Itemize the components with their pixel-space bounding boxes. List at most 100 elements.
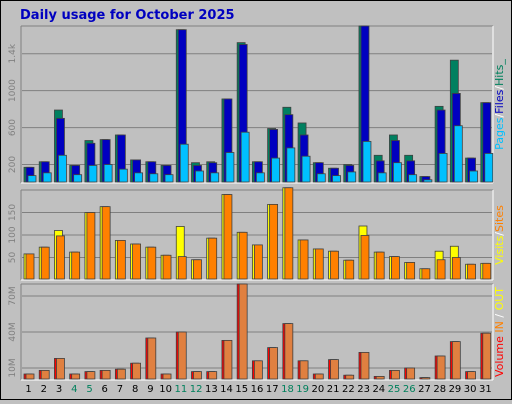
x-tick-label: 2 xyxy=(41,384,47,395)
bar-in-4 xyxy=(71,373,81,380)
bar-pages-13 xyxy=(210,172,220,183)
bar-sites-9 xyxy=(147,246,157,280)
bar-in-13 xyxy=(208,371,218,380)
bar-in-31 xyxy=(482,332,492,380)
bar-pages-22 xyxy=(347,171,357,183)
bar-pages-25 xyxy=(393,162,402,183)
bar-sites-23 xyxy=(360,235,370,280)
bar-in-8 xyxy=(132,362,141,380)
x-tick-label: 1 xyxy=(25,384,31,395)
x-tick-label: 6 xyxy=(102,384,108,395)
x-tick-label: 27 xyxy=(418,384,431,395)
legend-tail: _ xyxy=(493,59,506,66)
x-tick-label: 7 xyxy=(117,384,123,395)
bar-in-6 xyxy=(101,369,111,380)
bar-pages-23 xyxy=(362,141,372,183)
bar-pages-31 xyxy=(484,153,494,183)
x-tick-label: 19 xyxy=(296,384,309,395)
x-tick-label: 26 xyxy=(403,384,416,395)
legend-label-top: Pages/Files/Hits_ xyxy=(493,59,506,150)
bar-sites-1 xyxy=(25,253,35,280)
bar-pages-10 xyxy=(164,174,174,183)
bar-sites-30 xyxy=(467,263,476,280)
bar-in-16 xyxy=(253,360,263,380)
bar-sites-31 xyxy=(482,262,492,280)
bar-in-2 xyxy=(40,369,50,380)
bar-in-26 xyxy=(406,367,416,380)
bar-sites-17 xyxy=(269,203,279,280)
legend-part: Pages xyxy=(493,117,506,150)
bar-sites-18 xyxy=(284,187,294,280)
bar-in-9 xyxy=(147,337,157,380)
bar-sites-29 xyxy=(451,257,461,280)
bar-sites-27 xyxy=(421,268,431,280)
bar-sites-19 xyxy=(299,239,309,280)
y-tick-label: 10M xyxy=(8,358,18,377)
bar-sites-7 xyxy=(116,239,126,280)
bar-in-15 xyxy=(238,283,248,380)
y-tick-label: 150 xyxy=(8,204,18,221)
bar-pages-24 xyxy=(377,172,387,183)
legend-part: / xyxy=(493,232,506,236)
bar-in-20 xyxy=(314,373,324,380)
bar-sites-20 xyxy=(314,248,324,280)
bar-sites-4 xyxy=(71,251,81,280)
y-tick-label: 100 xyxy=(8,226,18,243)
x-tick-label: 16 xyxy=(251,384,264,395)
bar-in-1 xyxy=(25,373,35,380)
bar-in-30 xyxy=(467,371,476,380)
panel-middle: 50 100 150 Visits/Sites xyxy=(8,187,506,281)
bar-in-5 xyxy=(86,371,96,380)
bar-pages-29 xyxy=(453,125,463,183)
bar-pages-9 xyxy=(149,173,159,183)
legend-part: / xyxy=(493,86,506,90)
chart-title: Daily usage for October 2025 xyxy=(20,8,235,23)
bar-pages-14 xyxy=(225,152,235,183)
bar-pages-5 xyxy=(88,165,98,183)
x-tick-label: 25 xyxy=(388,384,401,395)
y-tick-label: 40M xyxy=(8,322,18,341)
x-tick-label: 24 xyxy=(372,384,385,395)
bar-in-7 xyxy=(116,368,126,380)
bar-pages-16 xyxy=(255,172,265,183)
x-tick-label: 14 xyxy=(220,384,233,395)
bar-pages-11 xyxy=(179,143,189,183)
legend-label-bottom: Volume IN / OUT xyxy=(493,287,506,377)
bar-in-29 xyxy=(451,341,461,380)
bar-sites-2 xyxy=(40,246,50,280)
y-tick-label: 1.4k xyxy=(8,43,18,63)
x-tick-label: 13 xyxy=(205,384,218,395)
x-tick-label: 20 xyxy=(312,384,325,395)
bar-in-12 xyxy=(193,371,202,380)
legend-label-middle: Visits/Sites xyxy=(493,205,506,265)
bar-pages-17 xyxy=(271,157,281,183)
legend-part: / xyxy=(493,114,506,118)
x-tick-label: 15 xyxy=(235,384,248,395)
bar-pages-4 xyxy=(73,174,83,183)
bar-sites-6 xyxy=(101,206,111,280)
bar-pages-28 xyxy=(438,153,448,183)
x-tick-label: 31 xyxy=(479,384,492,395)
x-tick-label: 5 xyxy=(86,384,92,395)
bar-sites-16 xyxy=(253,244,263,280)
bar-in-28 xyxy=(436,355,446,380)
bar-sites-8 xyxy=(132,243,141,280)
bar-sites-12 xyxy=(193,259,202,280)
bar-sites-13 xyxy=(208,237,218,280)
bar-pages-20 xyxy=(316,173,326,183)
bar-pages-7 xyxy=(118,168,128,183)
bar-sites-10 xyxy=(162,254,172,280)
x-tick-label: 17 xyxy=(266,384,279,395)
bar-sites-28 xyxy=(436,259,446,280)
bar-in-24 xyxy=(375,375,385,380)
bar-in-23 xyxy=(360,351,370,380)
bar-pages-15 xyxy=(240,131,250,183)
x-tick-label: 8 xyxy=(132,384,138,395)
y-tick-label: 600 xyxy=(8,119,18,136)
x-tick-label: 23 xyxy=(357,384,370,395)
bar-pages-12 xyxy=(195,170,204,183)
bar-pages-21 xyxy=(332,175,341,183)
